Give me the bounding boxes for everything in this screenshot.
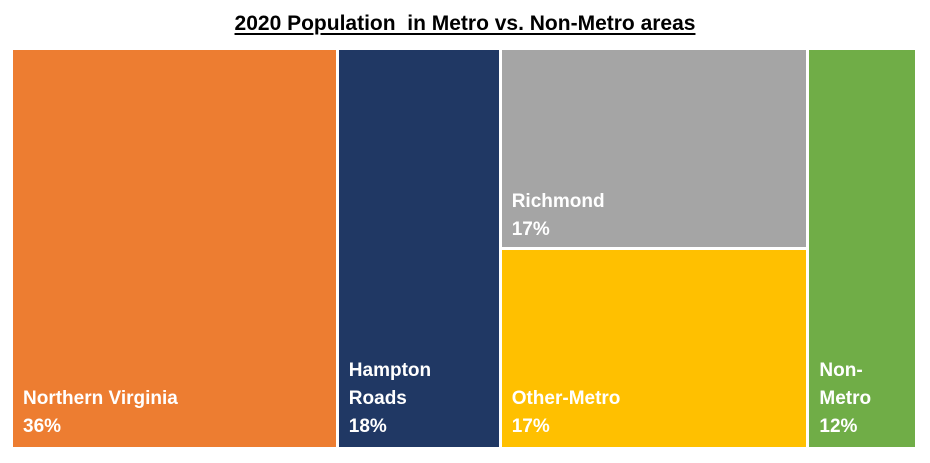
tile-percent-label: 17% xyxy=(511,416,550,437)
tile-name-label: Hampton Roads xyxy=(348,360,432,409)
tile-richmond: Richmond 17% xyxy=(501,50,807,247)
tile-name-label: Northern Virginia xyxy=(23,388,178,409)
tile-label: Non- Metro 12% xyxy=(819,357,909,441)
tile-name-label: Non- Metro xyxy=(819,360,872,409)
chart-title: 2020 Population in Metro vs. Non-Metro a… xyxy=(234,12,696,35)
tile-label: Richmond 17% xyxy=(512,188,801,244)
tile-label: Northern Virginia 36% xyxy=(23,385,330,441)
tile-name-label: Other-Metro xyxy=(511,388,621,409)
tile-percent-label: 36% xyxy=(23,416,62,437)
tile-percent-label: 18% xyxy=(348,416,387,437)
tile-name-label: Richmond xyxy=(511,191,605,212)
tile-other-metro: Other-Metro 17% xyxy=(501,250,807,447)
tile-label: Other-Metro 17% xyxy=(512,385,801,441)
tile-label: Hampton Roads 18% xyxy=(349,357,493,441)
tile-non-metro: Non- Metro 12% xyxy=(809,50,915,447)
tile-percent-label: 17% xyxy=(511,219,550,240)
tile-northern-virginia: Northern Virginia 36% xyxy=(13,50,336,447)
tile-hampton-roads: Hampton Roads 18% xyxy=(338,50,499,447)
tile-percent-label: 12% xyxy=(819,416,858,437)
